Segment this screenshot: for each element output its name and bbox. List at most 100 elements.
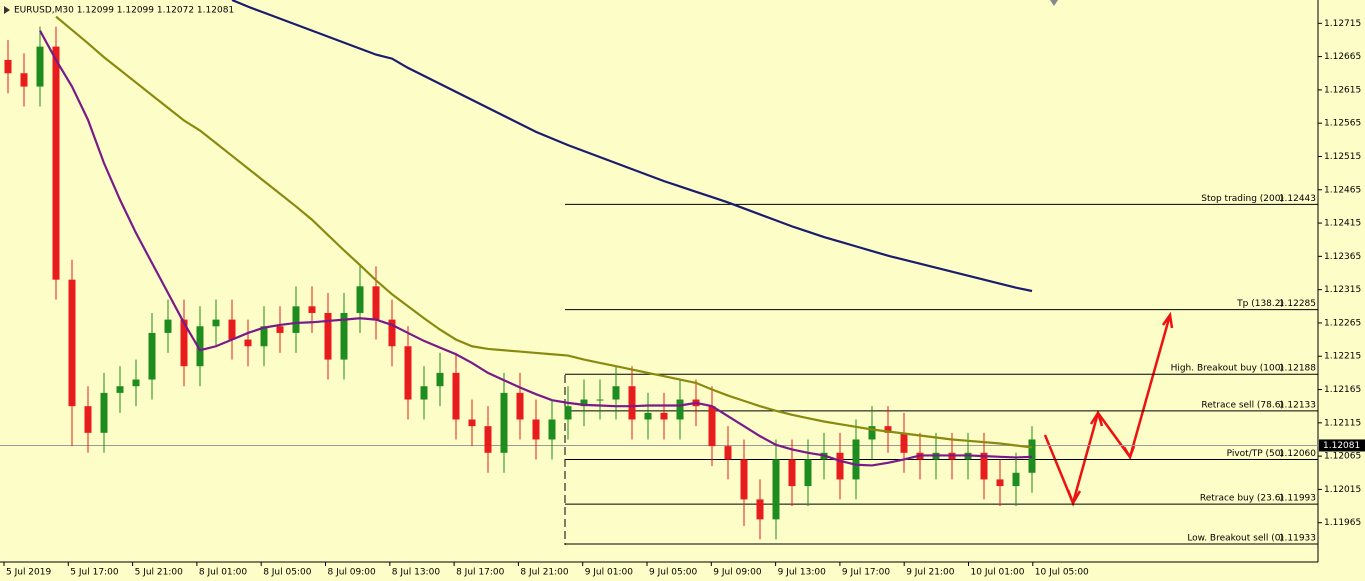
x-tick-label: 8 Jul 09:00 — [328, 568, 377, 578]
y-tick-label: 1.12515 — [1324, 152, 1361, 162]
y-tick-label: 1.12215 — [1324, 352, 1361, 362]
x-tick-label: 8 Jul 21:00 — [520, 568, 569, 578]
moving-average — [55, 15, 1033, 449]
candle-body — [804, 459, 812, 487]
candle-body — [628, 386, 636, 420]
candle-body — [564, 406, 572, 420]
x-tick-label: 9 Jul 21:00 — [906, 568, 955, 578]
candle-body — [740, 459, 748, 500]
candle-body — [980, 452, 988, 480]
y-tick-label: 1.12065 — [1324, 452, 1361, 462]
level-name: Tp (138.2) — [1236, 299, 1284, 309]
candle-body — [180, 319, 188, 367]
candle-body — [468, 419, 476, 427]
shift-marker — [1050, 0, 1058, 6]
candle-body — [20, 73, 28, 87]
candle-body — [356, 286, 364, 313]
x-tick-label: 10 Jul 05:00 — [1035, 568, 1089, 578]
y-tick-label: 1.11965 — [1324, 518, 1361, 528]
candle-body — [900, 432, 908, 453]
y-tick-label: 1.12165 — [1324, 385, 1361, 395]
x-tick-label: 8 Jul 05:00 — [263, 568, 312, 578]
candle-body — [84, 406, 92, 433]
candle-body — [500, 392, 508, 453]
level-value: 1.12443 — [1279, 194, 1316, 204]
y-tick-label: 1.12665 — [1324, 52, 1361, 62]
y-tick-label: 1.12015 — [1324, 485, 1361, 495]
moving-average — [231, 0, 1033, 293]
candle-body — [852, 439, 860, 480]
level-name: Retrace sell (78.6) — [1201, 400, 1284, 410]
candle-body — [484, 426, 492, 453]
candle-body — [676, 399, 684, 420]
candle-body — [868, 426, 876, 440]
level-name: Retrace buy (23.6) — [1200, 494, 1284, 504]
candle-body — [516, 392, 524, 420]
candle-body — [788, 459, 796, 487]
x-tick-label: 9 Jul 01:00 — [585, 568, 634, 578]
level-value: 1.12133 — [1279, 400, 1316, 410]
x-tick-label: 5 Jul 21:00 — [135, 568, 184, 578]
level-value: 1.12188 — [1279, 364, 1316, 374]
level-name: Stop trading (200) — [1201, 194, 1284, 204]
candle-body — [404, 346, 412, 400]
x-tick-label: 10 Jul 01:00 — [971, 568, 1025, 578]
candle-body — [36, 46, 44, 87]
candle-body — [580, 399, 588, 407]
moving-average — [39, 30, 1033, 467]
x-tick-label: 9 Jul 05:00 — [649, 568, 698, 578]
candle-body — [660, 412, 668, 420]
candle-body — [388, 319, 396, 347]
candle-body — [452, 372, 460, 420]
candle-body — [116, 386, 124, 393]
candle-body — [324, 312, 332, 360]
level-name: High. Breakout buy (100) — [1171, 364, 1284, 374]
candle-body — [756, 499, 764, 520]
x-tick-label: 8 Jul 13:00 — [392, 568, 441, 578]
candle-body — [244, 339, 252, 347]
symbol-icon — [4, 6, 10, 14]
candle-body — [644, 412, 652, 420]
y-tick-label: 1.12365 — [1324, 252, 1361, 262]
candle-body — [340, 312, 348, 360]
y-tick-label: 1.12615 — [1324, 85, 1361, 95]
candle-body — [708, 406, 716, 447]
price-tag-label: 1.12081 — [1323, 441, 1360, 451]
candle-body — [996, 479, 1004, 487]
projection-arrowheads — [1066, 311, 1174, 506]
candle-body — [68, 279, 76, 407]
y-tick-label: 1.12115 — [1324, 418, 1361, 428]
candle-body — [1028, 439, 1036, 473]
level-value: 1.11993 — [1279, 494, 1316, 504]
candle-body — [260, 326, 268, 347]
x-tick-label: 5 Jul 2019 — [6, 568, 51, 578]
y-tick-label: 1.12565 — [1324, 119, 1361, 129]
level-value: 1.11933 — [1279, 534, 1316, 544]
candle-body — [420, 386, 428, 400]
x-tick-label: 9 Jul 09:00 — [713, 568, 762, 578]
candle-body — [836, 452, 844, 480]
candle-body — [612, 386, 620, 400]
candle-body — [4, 59, 12, 74]
x-tick-label: 9 Jul 17:00 — [842, 568, 891, 578]
y-tick-label: 1.12265 — [1324, 318, 1361, 328]
candle-body — [148, 332, 156, 380]
x-tick-label: 8 Jul 01:00 — [199, 568, 248, 578]
y-tick-label: 1.12315 — [1324, 285, 1361, 295]
candle-body — [548, 419, 556, 440]
candle-body — [772, 459, 780, 520]
candle-body — [308, 306, 316, 313]
candle-body — [276, 326, 284, 333]
y-tick-label: 1.12415 — [1324, 219, 1361, 229]
level-value: 1.12060 — [1279, 449, 1316, 459]
level-value: 1.12285 — [1279, 299, 1316, 309]
x-tick-label: 5 Jul 17:00 — [70, 568, 119, 578]
x-tick-label: 8 Jul 17:00 — [456, 568, 505, 578]
candle-body — [292, 306, 300, 333]
candle-body — [228, 319, 236, 340]
candle-body — [132, 379, 140, 387]
price-tag — [1319, 439, 1365, 452]
